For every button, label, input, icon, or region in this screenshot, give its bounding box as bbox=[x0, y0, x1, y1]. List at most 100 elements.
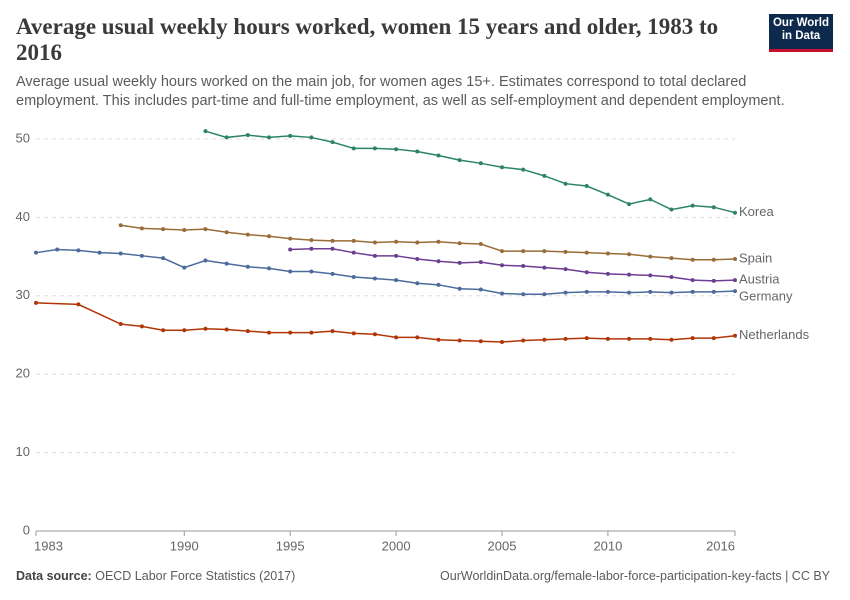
point bbox=[309, 269, 314, 274]
series-label: Korea bbox=[739, 204, 774, 219]
point bbox=[605, 336, 610, 341]
point bbox=[478, 161, 483, 166]
point bbox=[690, 203, 695, 208]
point bbox=[457, 158, 462, 163]
point bbox=[372, 240, 377, 245]
point bbox=[351, 238, 356, 243]
point bbox=[118, 223, 123, 228]
point bbox=[500, 263, 504, 268]
line bbox=[290, 248, 736, 282]
point bbox=[288, 236, 293, 241]
point bbox=[584, 270, 589, 275]
point bbox=[690, 257, 695, 262]
y-tick-label: 10 bbox=[16, 444, 30, 459]
point bbox=[457, 241, 462, 246]
source-url[interactable]: OurWorldinData.org/female-labor-force-pa… bbox=[440, 569, 830, 583]
point bbox=[436, 239, 441, 244]
point bbox=[605, 271, 610, 276]
point bbox=[478, 242, 483, 247]
point bbox=[500, 249, 504, 254]
point bbox=[648, 289, 653, 294]
point bbox=[669, 274, 674, 279]
point bbox=[542, 173, 547, 178]
point bbox=[394, 335, 399, 340]
point bbox=[415, 240, 420, 245]
point bbox=[542, 337, 547, 342]
point bbox=[118, 322, 123, 327]
point bbox=[330, 246, 335, 251]
point bbox=[733, 256, 737, 261]
point bbox=[542, 292, 547, 297]
x-tick-label: 2005 bbox=[488, 538, 517, 553]
series-label: Germany bbox=[739, 289, 793, 304]
point bbox=[330, 329, 335, 334]
point bbox=[203, 227, 208, 232]
chart-subtitle: Average usual weekly hours worked on the… bbox=[16, 74, 785, 109]
point bbox=[542, 249, 547, 254]
point bbox=[288, 330, 293, 335]
point bbox=[733, 289, 737, 294]
point bbox=[584, 250, 589, 255]
point bbox=[711, 289, 716, 294]
y-tick-label: 30 bbox=[16, 287, 30, 302]
point bbox=[245, 232, 250, 237]
point bbox=[118, 251, 123, 256]
point bbox=[394, 278, 399, 283]
point bbox=[139, 253, 144, 258]
point bbox=[224, 261, 229, 266]
point bbox=[288, 133, 293, 138]
point bbox=[372, 253, 377, 258]
point bbox=[330, 271, 335, 276]
point bbox=[478, 260, 483, 265]
series-label: Austria bbox=[739, 272, 780, 287]
point bbox=[627, 272, 632, 277]
line bbox=[35, 248, 736, 295]
point bbox=[733, 278, 737, 283]
point bbox=[648, 336, 653, 341]
point bbox=[711, 336, 716, 341]
point bbox=[267, 330, 271, 335]
point bbox=[309, 238, 314, 243]
point bbox=[372, 332, 377, 337]
point bbox=[711, 205, 716, 210]
point bbox=[245, 329, 250, 334]
y-tick-label: 20 bbox=[16, 366, 30, 381]
x-tick-label: 2010 bbox=[593, 538, 622, 553]
logo-line: Our World bbox=[772, 17, 829, 29]
x-tick-label: 2016 bbox=[706, 538, 735, 553]
point bbox=[627, 336, 632, 341]
source[interactable]: OECD Labor Force Statistics (2017) bbox=[95, 569, 296, 583]
point bbox=[245, 133, 250, 138]
point bbox=[394, 239, 399, 244]
point bbox=[267, 234, 271, 239]
point bbox=[648, 197, 653, 202]
point bbox=[521, 264, 526, 269]
point bbox=[351, 331, 356, 336]
point bbox=[76, 302, 81, 307]
point bbox=[733, 210, 737, 215]
point bbox=[182, 328, 187, 333]
point bbox=[478, 287, 483, 292]
point bbox=[288, 247, 293, 252]
point bbox=[309, 246, 314, 251]
line bbox=[205, 130, 736, 214]
point bbox=[690, 278, 695, 283]
point bbox=[648, 254, 653, 259]
source-label: Data source: bbox=[16, 569, 92, 583]
point bbox=[224, 135, 229, 140]
x-tick-label: 1995 bbox=[276, 538, 305, 553]
point bbox=[627, 202, 632, 207]
point bbox=[563, 249, 568, 254]
point bbox=[733, 333, 737, 338]
point bbox=[139, 226, 144, 231]
point bbox=[203, 326, 208, 331]
point bbox=[351, 274, 356, 279]
logo[interactable]: Our World in Data bbox=[769, 14, 833, 52]
point bbox=[34, 250, 38, 255]
y-tick-label: 50 bbox=[16, 130, 30, 145]
point bbox=[690, 336, 695, 341]
point bbox=[669, 337, 674, 342]
point bbox=[55, 247, 60, 252]
